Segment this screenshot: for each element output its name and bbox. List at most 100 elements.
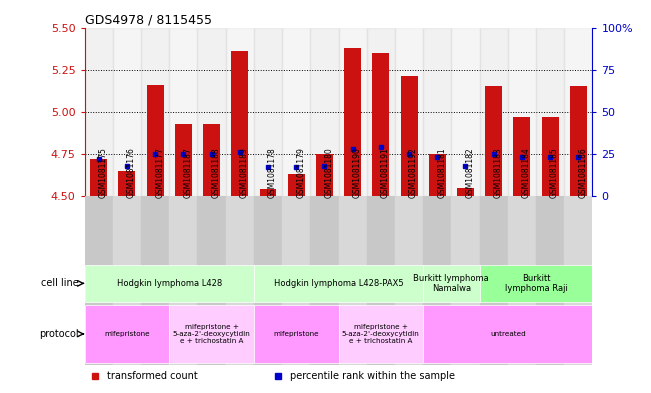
Bar bbox=[282, 303, 311, 365]
Bar bbox=[169, 303, 197, 365]
Bar bbox=[226, 28, 254, 196]
Bar bbox=[542, 117, 559, 196]
Bar bbox=[485, 86, 502, 196]
Text: GSM1081188: GSM1081188 bbox=[212, 147, 221, 198]
Bar bbox=[146, 85, 163, 196]
Bar bbox=[316, 154, 333, 196]
Bar bbox=[400, 76, 417, 196]
Text: GSM1081186: GSM1081186 bbox=[578, 147, 587, 198]
Bar bbox=[451, 303, 480, 365]
Bar bbox=[141, 303, 169, 365]
Bar bbox=[480, 265, 592, 302]
Bar bbox=[85, 303, 113, 365]
Bar bbox=[169, 305, 254, 364]
Bar bbox=[339, 28, 367, 196]
Bar bbox=[85, 265, 254, 302]
Bar bbox=[311, 28, 339, 196]
Bar bbox=[367, 303, 395, 365]
Bar bbox=[175, 123, 192, 196]
Bar bbox=[451, 28, 480, 196]
Bar bbox=[311, 196, 339, 263]
Bar bbox=[197, 263, 226, 303]
Bar bbox=[536, 28, 564, 196]
Bar bbox=[226, 263, 254, 303]
Text: GSM1081178: GSM1081178 bbox=[268, 147, 277, 198]
Text: GSM1081181: GSM1081181 bbox=[437, 147, 446, 198]
Bar bbox=[570, 86, 587, 196]
Bar bbox=[203, 123, 220, 196]
Bar bbox=[480, 263, 508, 303]
Text: mifepristone +
5-aza-2'-deoxycytidin
e + trichostatin A: mifepristone + 5-aza-2'-deoxycytidin e +… bbox=[173, 324, 251, 344]
Text: Burkitt lymphoma
Namalwa: Burkitt lymphoma Namalwa bbox=[413, 274, 490, 293]
Bar bbox=[423, 263, 451, 303]
Text: GSM1081192: GSM1081192 bbox=[409, 147, 418, 198]
Bar bbox=[480, 28, 508, 196]
Text: GSM1081182: GSM1081182 bbox=[465, 147, 475, 198]
Bar bbox=[141, 263, 169, 303]
Bar bbox=[395, 263, 423, 303]
Bar bbox=[564, 303, 592, 365]
Bar bbox=[451, 196, 480, 263]
Bar bbox=[508, 196, 536, 263]
Bar bbox=[508, 28, 536, 196]
Bar bbox=[423, 303, 451, 365]
Text: GSM1081187: GSM1081187 bbox=[184, 147, 192, 198]
Bar bbox=[141, 28, 169, 196]
Text: mifepristone: mifepristone bbox=[104, 331, 150, 337]
Bar bbox=[197, 196, 226, 263]
Bar bbox=[457, 187, 474, 196]
Bar bbox=[480, 196, 508, 263]
Bar bbox=[311, 263, 339, 303]
Text: mifepristone +
5-aza-2'-deoxycytidin
e + trichostatin A: mifepristone + 5-aza-2'-deoxycytidin e +… bbox=[342, 324, 420, 344]
Bar bbox=[118, 171, 135, 196]
Text: GSM1081184: GSM1081184 bbox=[522, 147, 531, 198]
Bar bbox=[564, 28, 592, 196]
Bar bbox=[226, 196, 254, 263]
Bar bbox=[367, 28, 395, 196]
Bar bbox=[423, 28, 451, 196]
Bar bbox=[113, 303, 141, 365]
Bar bbox=[423, 265, 480, 302]
Bar bbox=[113, 263, 141, 303]
Bar bbox=[113, 28, 141, 196]
Bar bbox=[254, 305, 339, 364]
Text: GSM1081175: GSM1081175 bbox=[99, 147, 107, 198]
Bar bbox=[169, 196, 197, 263]
Text: GSM1081183: GSM1081183 bbox=[493, 147, 503, 198]
Bar bbox=[169, 28, 197, 196]
Text: Hodgkin lymphoma L428: Hodgkin lymphoma L428 bbox=[117, 279, 222, 288]
Bar bbox=[339, 263, 367, 303]
Bar bbox=[231, 51, 248, 196]
Text: transformed count: transformed count bbox=[107, 371, 199, 380]
Bar bbox=[113, 196, 141, 263]
Bar bbox=[429, 154, 446, 196]
Bar bbox=[536, 263, 564, 303]
Bar bbox=[85, 305, 169, 364]
Text: GSM1081189: GSM1081189 bbox=[240, 147, 249, 198]
Text: untreated: untreated bbox=[490, 331, 525, 337]
Bar bbox=[90, 159, 107, 196]
Text: GSM1081185: GSM1081185 bbox=[550, 147, 559, 198]
Text: GDS4978 / 8115455: GDS4978 / 8115455 bbox=[85, 13, 212, 26]
Bar bbox=[311, 303, 339, 365]
Text: GSM1081176: GSM1081176 bbox=[127, 147, 136, 198]
Text: GSM1081180: GSM1081180 bbox=[324, 147, 333, 198]
Bar bbox=[367, 196, 395, 263]
Text: protocol: protocol bbox=[39, 329, 79, 339]
Bar bbox=[282, 196, 311, 263]
Bar bbox=[141, 196, 169, 263]
Bar bbox=[508, 263, 536, 303]
Bar bbox=[536, 196, 564, 263]
Bar bbox=[564, 196, 592, 263]
Bar bbox=[423, 305, 592, 364]
Bar bbox=[254, 263, 282, 303]
Bar bbox=[254, 265, 423, 302]
Bar bbox=[85, 28, 113, 196]
Bar bbox=[169, 263, 197, 303]
Text: cell line: cell line bbox=[41, 278, 79, 288]
Bar bbox=[226, 303, 254, 365]
Bar bbox=[339, 196, 367, 263]
Bar bbox=[339, 303, 367, 365]
Bar bbox=[197, 28, 226, 196]
Bar bbox=[344, 48, 361, 196]
